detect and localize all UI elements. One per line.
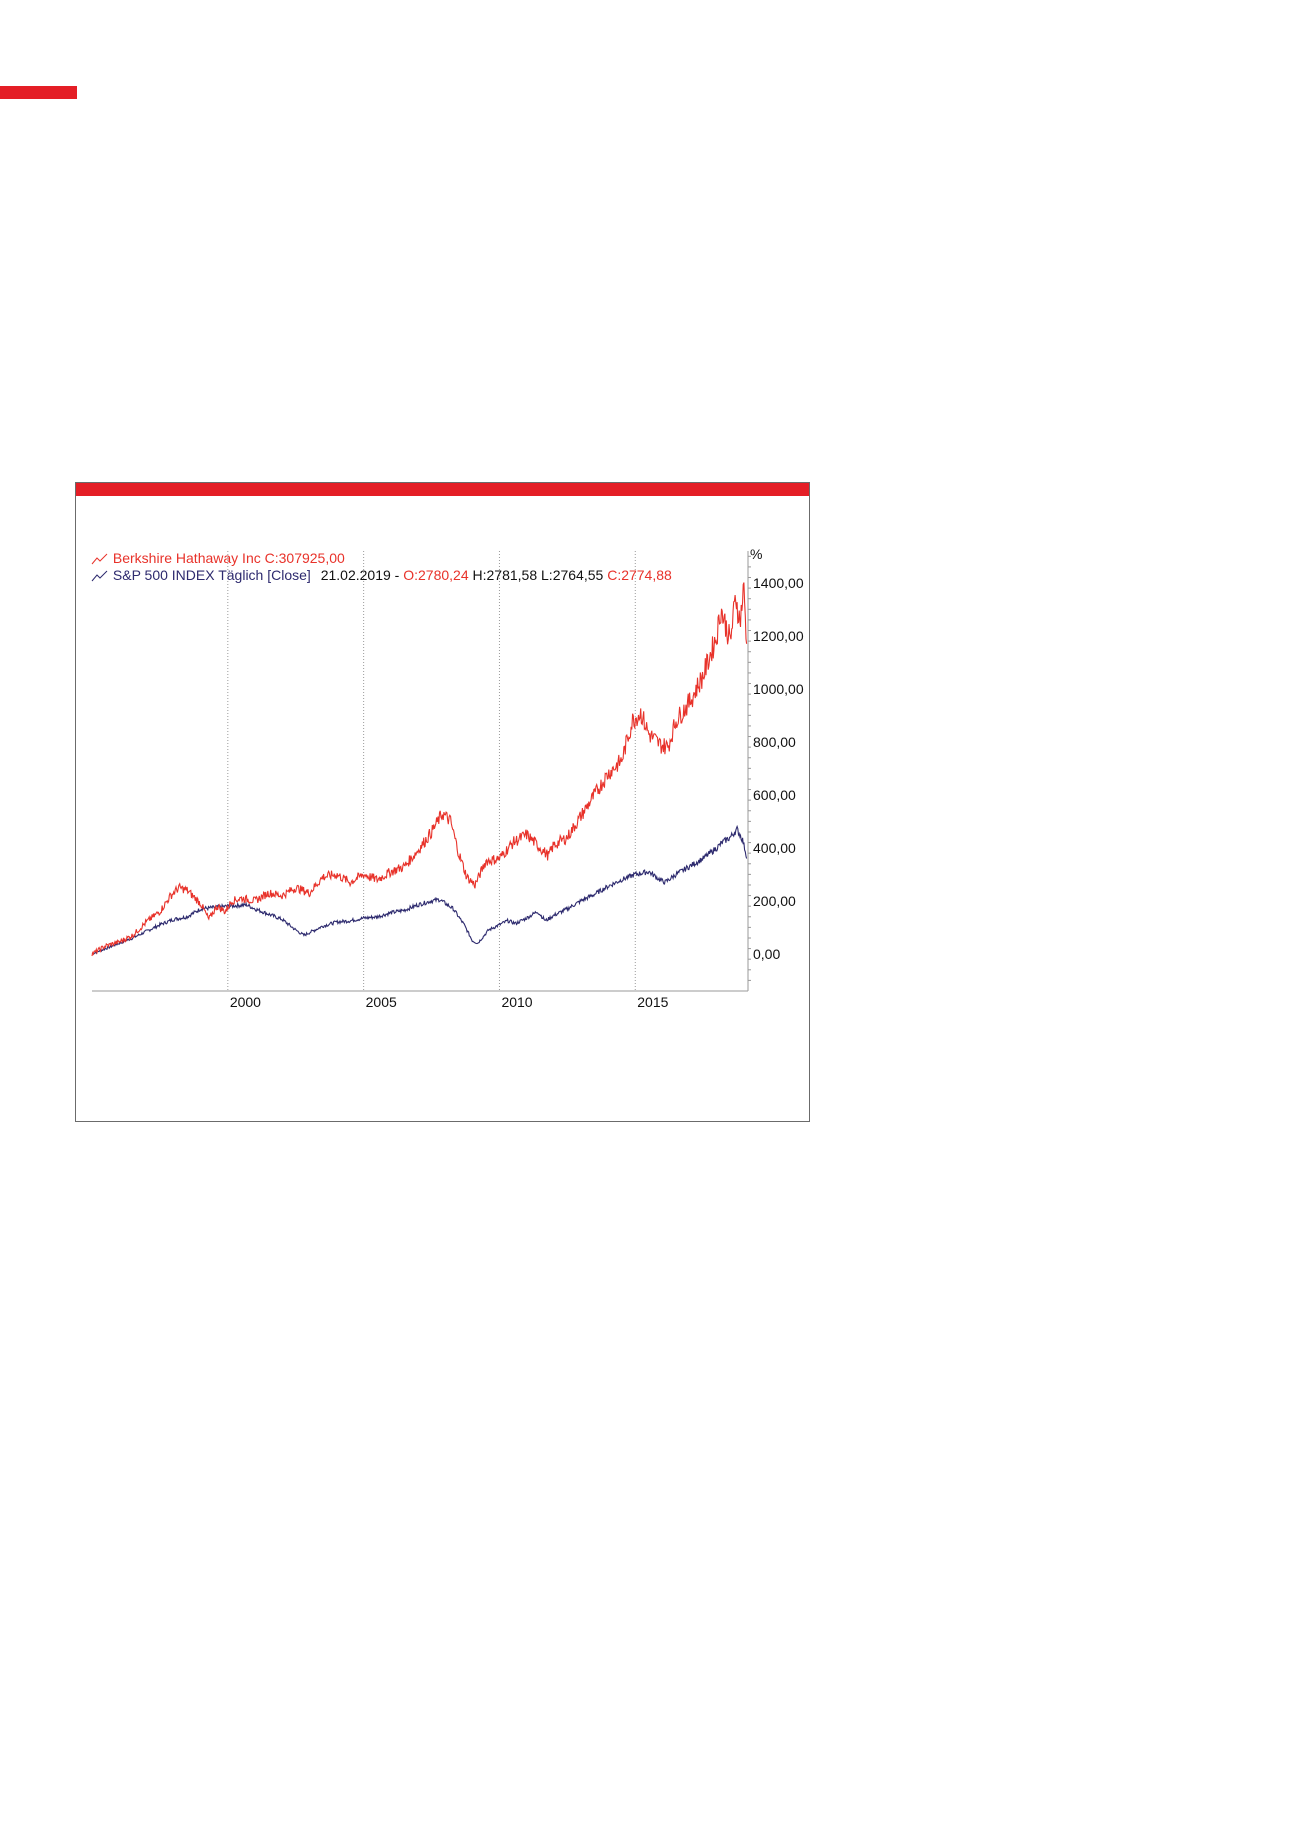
y-tick-label: 1400,00	[753, 575, 804, 591]
chart-plot: 2000 2005 2010 2015 1400,00 1200,00 1000,00 800…	[91, 546, 804, 1010]
legend-separator: -	[394, 567, 400, 583]
legend-close: C:2774,88	[607, 567, 672, 583]
x-tick-label: 2010	[501, 994, 532, 1010]
legend-open: O:2780,24	[403, 567, 469, 583]
y-tick-label: 400,00	[753, 840, 796, 856]
chart-header-bar	[76, 483, 809, 496]
x-tick-label: 2000	[230, 994, 261, 1010]
legend-entry-sp500: S&P 500 INDEX Täglich [Close] 21.02.2019…	[91, 567, 672, 584]
line-series-icon	[91, 570, 108, 582]
legend-label-sp500: S&P 500 INDEX Täglich [Close]	[112, 567, 311, 583]
top-accent-bar	[0, 86, 77, 99]
legend-entry-berkshire: Berkshire Hathaway Inc C:307925,00	[91, 550, 672, 567]
y-tick-label: 200,00	[753, 893, 796, 909]
y-tick-label: 600,00	[753, 787, 796, 803]
chart-frame: 2000 2005 2010 2015 1400,00 1200,00 1000,00 800…	[75, 482, 810, 1122]
berkshire-series-line	[91, 582, 748, 957]
x-tick-label: 2015	[637, 994, 668, 1010]
y-tick-label: 1200,00	[753, 628, 804, 644]
chart-legend: Berkshire Hathaway Inc C:307925,00 S&P 5…	[91, 550, 672, 584]
y-tick-label: 800,00	[753, 734, 796, 750]
legend-low: L:2764,55	[541, 567, 604, 583]
x-tick-label: 2005	[366, 994, 397, 1010]
line-series-icon	[91, 553, 108, 565]
legend-label-berkshire: Berkshire Hathaway Inc C:307925,00	[112, 550, 345, 566]
sp500-series-line	[91, 824, 748, 955]
y-tick-label: 0,00	[753, 946, 780, 962]
legend-date: 21.02.2019	[320, 567, 391, 583]
y-tick-label: 1000,00	[753, 681, 804, 697]
grid-layer	[227, 551, 636, 991]
y-unit-label: %	[750, 546, 762, 562]
legend-high: H:2781,58	[472, 567, 538, 583]
y-axis	[92, 551, 751, 992]
tick-labels: 2000 2005 2010 2015 1400,00 1200,00 1000,00 800…	[230, 546, 804, 1010]
